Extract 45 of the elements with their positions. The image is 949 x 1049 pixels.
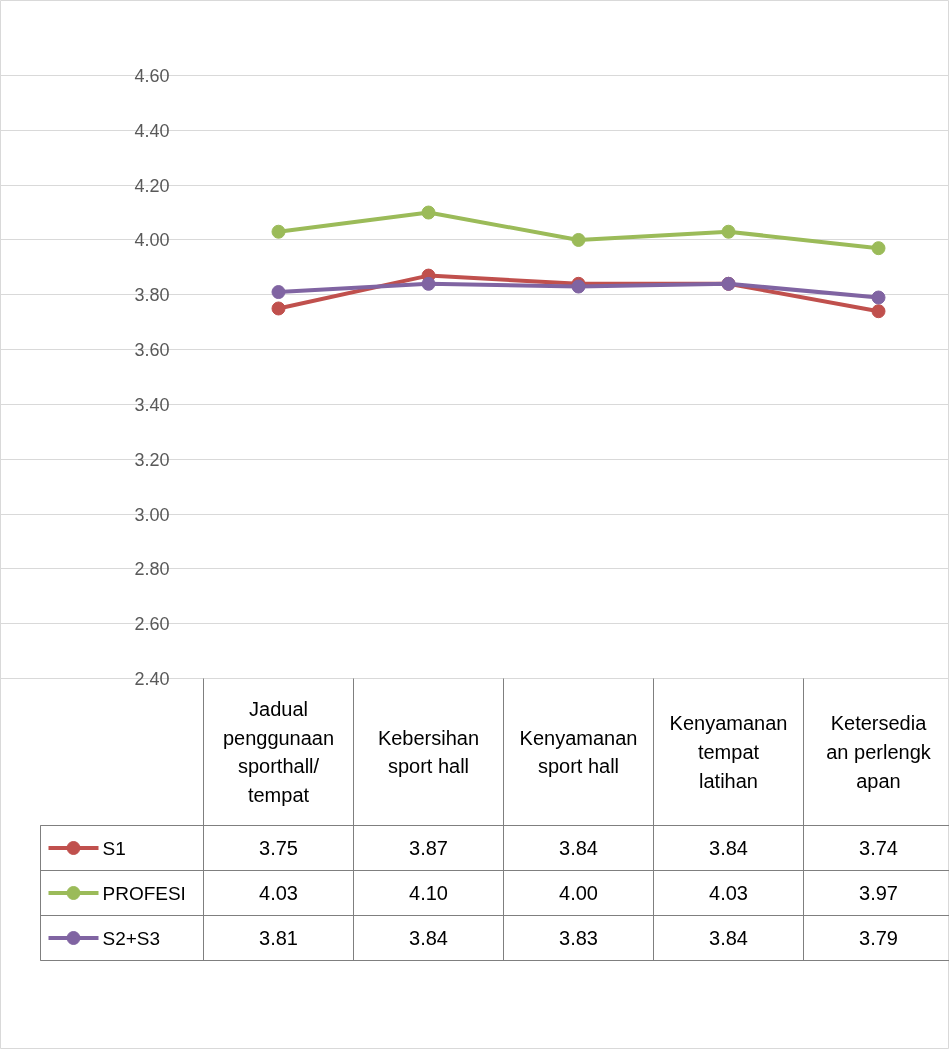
data-label: 3.81 (259, 927, 298, 949)
y-tick-label: 4.60 (134, 66, 170, 86)
y-tick-label: 4.00 (134, 230, 170, 251)
point (421, 276, 436, 291)
legend-label: PROFESI (102, 882, 186, 904)
data-label: 3.74 (859, 837, 898, 859)
data-label: 3.87 (409, 837, 448, 859)
data-label: 4.03 (259, 882, 298, 904)
x-tick-label: Jadual penggunaan sporthall/ tempat (222, 698, 335, 806)
data-label: 3.84 (409, 927, 448, 949)
legend-label: S2+S3 (102, 927, 161, 949)
point (271, 301, 286, 316)
y-tick-label: 4.20 (134, 175, 170, 196)
point (271, 285, 286, 300)
data-label: 4.03 (709, 882, 748, 904)
data-label: 3.75 (259, 837, 298, 859)
x-tick-label: Kenyamanan sport hall (519, 726, 638, 778)
data-label: 3.79 (859, 927, 898, 949)
data-label: 3.84 (709, 837, 748, 859)
point (871, 290, 886, 305)
y-tick-label: 3.20 (134, 449, 170, 470)
point (871, 304, 886, 319)
y-tick-label: 3.80 (134, 285, 170, 306)
y-tick-label: 4.40 (134, 120, 170, 141)
point (721, 224, 736, 239)
y-tick-label: 3.00 (134, 504, 170, 525)
point (571, 232, 586, 247)
y-tick-label: 3.60 (134, 340, 170, 361)
data-label: 3.83 (559, 927, 598, 949)
x-tick-label: Kebersihan sport hall (377, 726, 480, 778)
y-tick-label: 2.40 (134, 669, 170, 689)
x-tick-label: Kenyamanan tempat latihan (669, 712, 788, 792)
y-tick-label: 2.60 (134, 614, 170, 635)
data-label: 3.84 (559, 837, 598, 859)
data-label: 4.00 (559, 882, 598, 904)
data-label: 3.97 (859, 882, 898, 904)
point (871, 241, 886, 256)
point (271, 224, 286, 239)
y-tick-label: 2.80 (134, 559, 170, 580)
data-label: 4.10 (409, 882, 448, 904)
y-tick-label: 3.40 (134, 394, 170, 415)
x-tick-label: Ketersediaan perlengkapan (826, 712, 932, 792)
legend-label: S1 (102, 837, 126, 859)
data-label: 3.84 (709, 927, 748, 949)
point (421, 205, 436, 220)
